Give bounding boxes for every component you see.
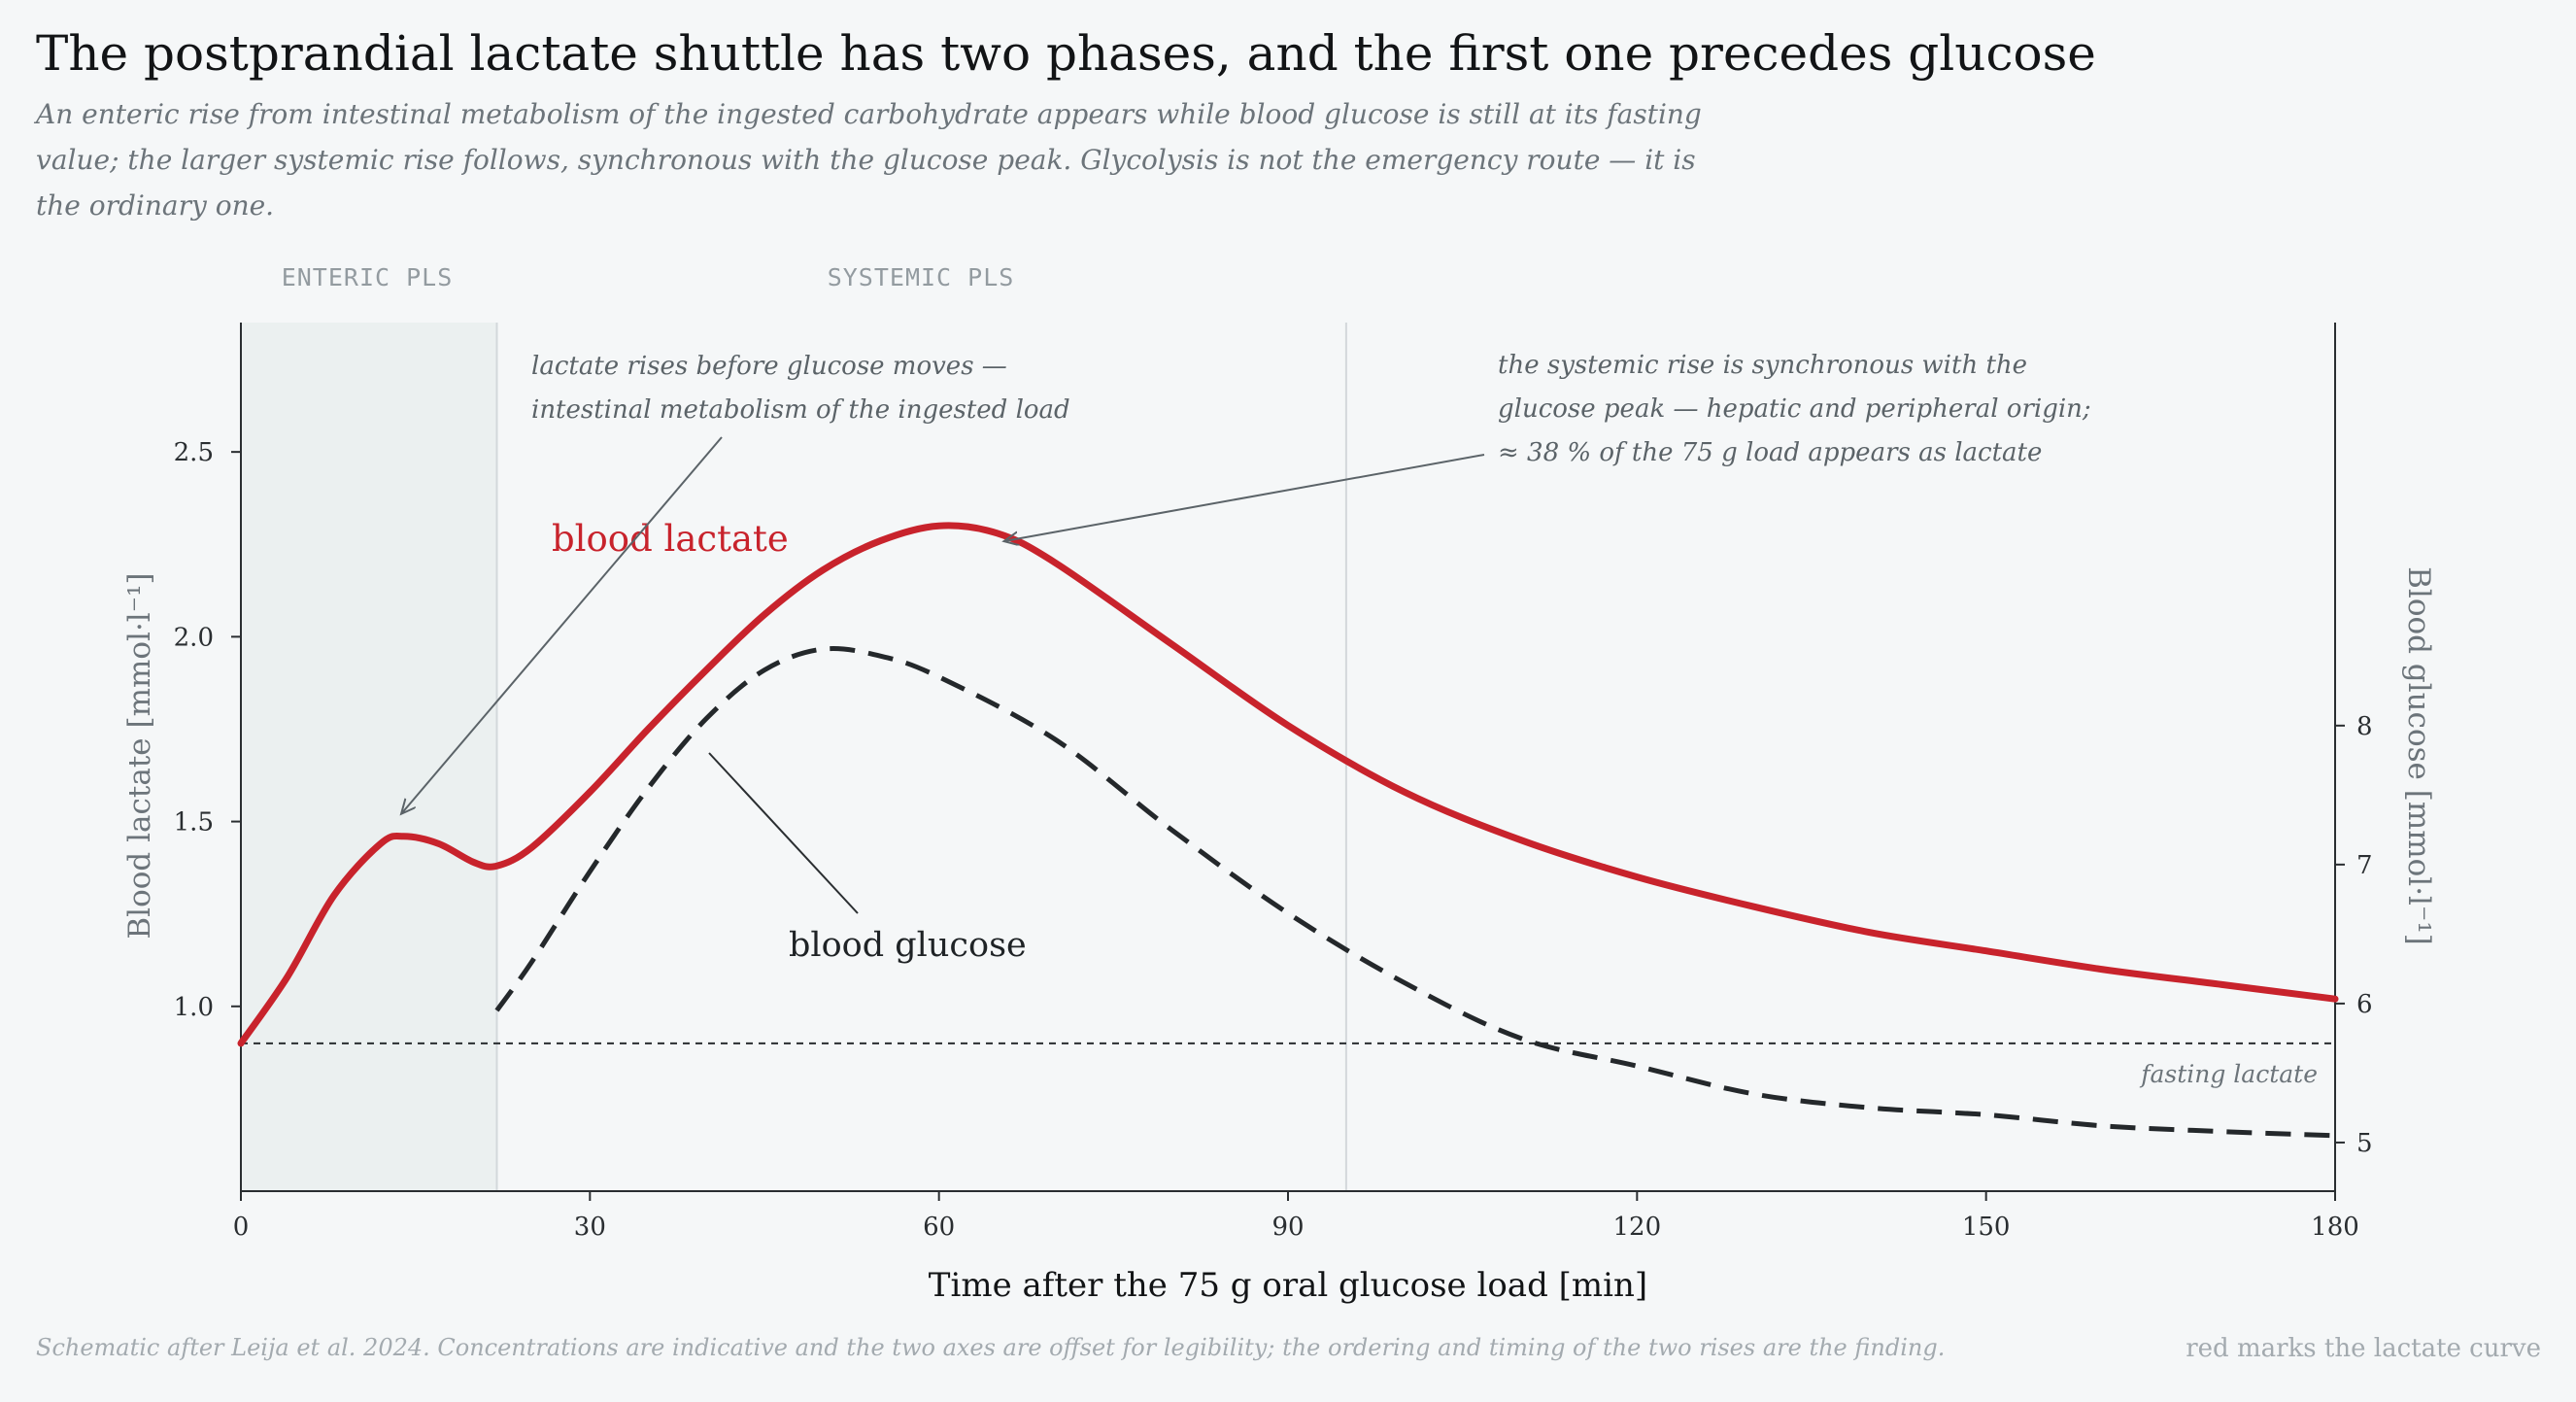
chart-subtitle: An enteric rise from intestinal metaboli…: [36, 98, 1702, 222]
phase-label-systemic: SYSTEMIC PLS: [828, 263, 1015, 291]
x-axis-title: Time after the 75 g oral glucose load [m…: [929, 1266, 1647, 1305]
series-blood-glucose-line: [494, 646, 2336, 1139]
fasting-lactate-label: fasting lactate: [2139, 1060, 2318, 1088]
annotation-systemic-text: the systemic rise is synchronous with th…: [1498, 351, 2027, 380]
annotation-enteric-text: intestinal metabolism of the ingested lo…: [531, 395, 1070, 425]
y-tick-label: 1.0: [174, 993, 214, 1022]
y2-tick-label: 5: [2356, 1129, 2373, 1158]
x-tick-label: 120: [1613, 1213, 1662, 1242]
y-tick-label: 2.0: [174, 623, 214, 652]
x-tick-label: 30: [574, 1213, 606, 1242]
x-tick-label: 0: [233, 1213, 250, 1242]
phase-band-enteric: [241, 323, 497, 1191]
annotation-systemic-text: ≈ 38 % of the 75 g load appears as lacta…: [1498, 438, 2042, 467]
series-blood-lactate-line: [237, 522, 2339, 1047]
chart-title: The postprandial lactate shuttle has two…: [36, 25, 2096, 82]
x-tick-label: 150: [1962, 1213, 2011, 1242]
y2-tick-label: 8: [2356, 712, 2373, 741]
x-tick-label: 90: [1271, 1213, 1304, 1242]
annotation-enteric-arrow: [402, 436, 723, 813]
glucose-label-leader: [708, 752, 859, 914]
y-tick-label: 2.5: [174, 438, 214, 467]
y-tick-label: 1.5: [174, 808, 214, 838]
annotation-systemic-text: glucose peak — hepatic and peripheral or…: [1498, 394, 2091, 424]
y-axis-title: Blood lactate [mmol·l⁻¹]: [122, 572, 157, 939]
y2-axis-title: Blood glucose [mmol·l⁻¹]: [2401, 566, 2436, 945]
y2-tick-label: 6: [2356, 990, 2373, 1019]
annotation-systemic-arrow: [1005, 454, 1485, 541]
x-tick-label: 60: [923, 1213, 955, 1242]
y2-tick-label: 7: [2356, 851, 2373, 880]
x-tick-label: 180: [2311, 1213, 2359, 1242]
series-label-glucose: blood glucose: [789, 926, 1027, 965]
annotation-enteric-text: lactate rises before glucose moves —: [531, 352, 1007, 381]
series-label-lactate: blood lactate: [552, 518, 789, 560]
footer-note: Schematic after Leija et al. 2024. Conce…: [36, 1334, 1946, 1361]
phase-label-enteric: ENTERIC PLS: [282, 263, 454, 291]
footer-legend-note: red marks the lactate curve: [2186, 1334, 2541, 1363]
